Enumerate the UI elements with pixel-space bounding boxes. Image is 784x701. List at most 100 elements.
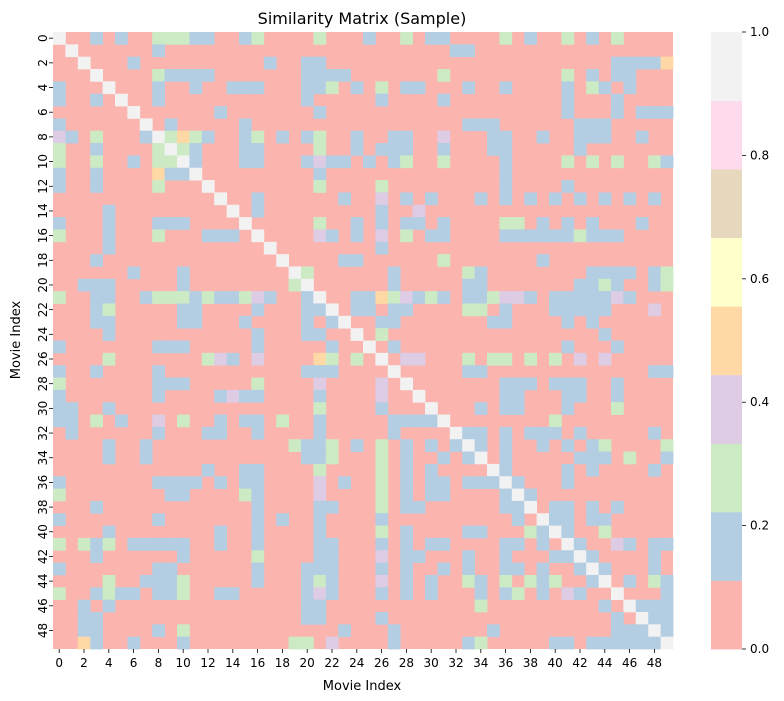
heatmap-cell (660, 587, 674, 601)
heatmap-cell (598, 525, 612, 539)
y-tick: 6 (36, 108, 53, 116)
heatmap-cell (499, 167, 513, 181)
heatmap-cell (561, 180, 575, 193)
y-tick-label: 24 (36, 327, 50, 342)
heatmap-cell (313, 352, 327, 366)
heatmap-cell (561, 217, 575, 230)
heatmap-cell (536, 426, 550, 440)
colorbar-segment (711, 169, 742, 239)
x-tick: 24 (349, 649, 364, 670)
colorbar-segment (711, 306, 742, 376)
heatmap-cell (226, 229, 240, 243)
heatmap-cell (177, 550, 190, 564)
heatmap-cell (635, 130, 649, 144)
heatmap-cell (536, 537, 550, 551)
heatmap-cell (387, 315, 401, 329)
y-tick: 48 (36, 623, 53, 638)
heatmap-cell (561, 463, 575, 477)
heatmap-cell (301, 291, 314, 304)
heatmap-cell (115, 32, 128, 45)
heatmap-cell (524, 229, 537, 243)
heatmap-cell (313, 389, 327, 403)
y-tick-label: 22 (36, 302, 50, 317)
heatmap-cell (201, 32, 215, 45)
y-tick: 42 (36, 549, 53, 564)
heatmap-cell (53, 32, 66, 45)
heatmap-cell (313, 414, 327, 428)
heatmap-cell (164, 167, 178, 181)
heatmap-cell (387, 624, 401, 638)
heatmap-cell (53, 217, 66, 230)
heatmap-cell (164, 32, 178, 45)
heatmap-cell (251, 143, 265, 156)
heatmap-cell (177, 488, 190, 502)
heatmap-cell (313, 32, 327, 45)
heatmap-cell (90, 278, 103, 292)
y-tick-label: 42 (36, 549, 50, 564)
heatmap-cell (325, 562, 339, 576)
heatmap-cell (201, 426, 215, 440)
heatmap-cell (301, 266, 314, 280)
heatmap-cell (313, 439, 327, 452)
heatmap-cell (474, 266, 488, 280)
heatmap-cell (561, 439, 575, 452)
x-tick-label: 28 (399, 656, 414, 670)
heatmap-cell (462, 550, 475, 564)
heatmap-cell (511, 476, 525, 489)
heatmap-cell (313, 587, 327, 601)
heatmap-cell (65, 402, 79, 415)
heatmap-cell (660, 155, 674, 169)
heatmap-cell (350, 217, 364, 230)
heatmap-cell (102, 599, 116, 613)
heatmap-cell (598, 192, 612, 206)
heatmap-cell (263, 56, 277, 70)
heatmap-cell (462, 636, 475, 650)
y-tick: 38 (36, 499, 53, 515)
heatmap-cell (177, 574, 190, 588)
heatmap-cell (77, 56, 91, 70)
heatmap-cell (549, 229, 562, 243)
heatmap-cell (177, 587, 190, 601)
heatmap-cell (635, 56, 649, 70)
heatmap-cell (462, 44, 475, 58)
heatmap-cell (152, 537, 165, 551)
heatmap-cell (53, 414, 66, 428)
heatmap-cell (499, 451, 513, 465)
heatmap-cell (375, 500, 389, 514)
heatmap-cell (549, 550, 562, 564)
heatmap-cell (487, 130, 500, 144)
heatmap-cell (53, 143, 66, 156)
heatmap-cell (425, 291, 438, 304)
heatmap-cell (102, 241, 116, 255)
heatmap-cell (425, 32, 438, 45)
x-tick: 22 (324, 649, 340, 670)
heatmap-cell (301, 155, 314, 169)
heatmap-cell (425, 463, 438, 477)
heatmap-cell (189, 155, 203, 169)
heatmap-cell (648, 192, 661, 206)
heatmap-cell (561, 106, 575, 119)
heatmap-cell (214, 537, 227, 551)
heatmap-cell (400, 587, 413, 601)
heatmap-cell (53, 155, 66, 169)
heatmap-cell (586, 278, 599, 292)
x-tick-label: 32 (448, 656, 463, 670)
heatmap-cell (487, 315, 500, 329)
heatmap-cell (325, 69, 339, 82)
heatmap-cell (400, 192, 413, 206)
heatmap-cell (499, 476, 513, 489)
heatmap-cell (611, 291, 624, 304)
heatmap-cell (586, 562, 599, 576)
heatmap-cell (177, 303, 190, 317)
heatmap-cell (90, 155, 103, 169)
x-tick: 34 (473, 649, 488, 670)
heatmap-cell (487, 624, 500, 638)
heatmap-cell (573, 451, 587, 465)
heatmap-cell (598, 118, 612, 132)
heatmap-cell (412, 217, 426, 230)
heatmap-cell (152, 562, 165, 576)
heatmap-cell (474, 439, 488, 452)
heatmap-cell (313, 291, 327, 304)
heatmap-cell (561, 537, 575, 551)
x-tick-label: 44 (597, 656, 612, 670)
